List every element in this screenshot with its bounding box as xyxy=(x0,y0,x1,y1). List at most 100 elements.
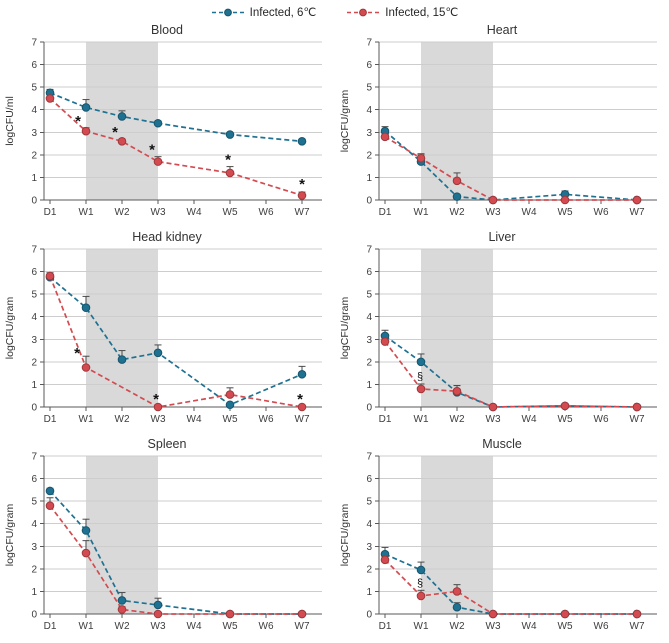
y-tick-label: 3 xyxy=(31,128,37,139)
y-tick-label: 5 xyxy=(31,83,37,94)
y-tick-label: 2 xyxy=(366,564,372,575)
y-tick-label: 7 xyxy=(366,452,372,463)
x-tick-label: W1 xyxy=(414,207,429,218)
y-tick-label: 1 xyxy=(31,173,37,184)
x-tick-label: W5 xyxy=(558,621,573,632)
x-tick-label: W4 xyxy=(187,414,202,425)
y-tick-label: 4 xyxy=(366,105,372,116)
series-infected-15- xyxy=(380,132,642,205)
x-tick-label: W2 xyxy=(450,207,465,218)
y-tick-label: 4 xyxy=(31,312,37,323)
chart-panel-head-kidney: 0 1 2 3 4 5 6 7 D1 W1 W2 W3 W4 W5 W6 W7 Head kidney logCF… xyxy=(4,230,322,425)
y-tick-label: 3 xyxy=(366,335,372,346)
y-tick-label: 6 xyxy=(366,474,372,485)
x-tick-label: W4 xyxy=(522,621,537,632)
series-infected-15- xyxy=(380,337,642,412)
x-tick-label: W1 xyxy=(414,414,429,425)
chart-panels-grid: 0 1 2 3 4 5 6 7 D1 W1 W2 W3 W4 W5 W6 W7 Blood logCFU/ml * *… xyxy=(0,22,669,643)
legend-item-infected-15c: Infected, 15℃ xyxy=(346,5,458,19)
panel-title: Blood xyxy=(151,23,183,37)
y-tick-label: 6 xyxy=(31,474,37,485)
y-tick-label: 4 xyxy=(366,312,372,323)
significance-marker: * xyxy=(299,176,305,193)
series-infected-6- xyxy=(45,272,307,410)
x-tick-label: W4 xyxy=(187,621,202,632)
y-tick-label: 5 xyxy=(31,497,37,508)
y-tick-label: 7 xyxy=(366,245,372,256)
x-tick-label: W5 xyxy=(223,414,238,425)
shaded-band xyxy=(421,249,493,407)
y-axis-label: logCFU/gram xyxy=(4,504,16,567)
x-tick-label: D1 xyxy=(379,621,392,632)
x-tick-label: W7 xyxy=(630,207,645,218)
shaded-band xyxy=(86,42,158,200)
legend: Infected, 6℃ Infected, 15℃ xyxy=(0,0,669,22)
chart-panel-liver: 0 1 2 3 4 5 6 7 D1 W1 W2 W3 W4 W5 W6 W7 Liver logCFU/gram… xyxy=(339,230,657,425)
x-tick-label: W1 xyxy=(79,414,94,425)
dashed-line-marker-icon xyxy=(347,8,380,16)
significance-marker: § xyxy=(417,371,423,383)
legend-item-infected-6c: Infected, 6℃ xyxy=(211,5,317,19)
y-tick-label: 6 xyxy=(31,267,37,278)
shaded-band xyxy=(86,249,158,407)
panel-title: Liver xyxy=(488,230,515,244)
x-tick-label: D1 xyxy=(44,621,57,632)
y-tick-label: 1 xyxy=(31,587,37,598)
x-tick-label: W3 xyxy=(151,414,166,425)
y-tick-label: 1 xyxy=(366,173,372,184)
x-tick-label: W7 xyxy=(295,207,310,218)
series-infected-15- xyxy=(45,497,307,619)
x-tick-label: W7 xyxy=(295,414,310,425)
y-tick-label: 0 xyxy=(31,403,37,414)
x-tick-label: W3 xyxy=(486,414,501,425)
x-tick-label: W3 xyxy=(486,621,501,632)
y-tick-label: 4 xyxy=(366,519,372,530)
series-infected-15- xyxy=(380,555,642,619)
y-tick-label: 1 xyxy=(366,380,372,391)
x-tick-label: W3 xyxy=(151,621,166,632)
y-tick-label: 2 xyxy=(31,150,37,161)
y-tick-label: 0 xyxy=(366,196,372,207)
chart-panel-spleen: 0 1 2 3 4 5 6 7 D1 W1 W2 W3 W4 W5 W6 W7 Spleen logCFU/gra… xyxy=(4,437,322,632)
chart-panel-blood: 0 1 2 3 4 5 6 7 D1 W1 W2 W3 W4 W5 W6 W7 Blood logCFU/ml * *… xyxy=(4,23,322,218)
shaded-band xyxy=(86,456,158,614)
y-axis-label: logCFU/gram xyxy=(339,90,351,153)
legend-label-infected-6c: Infected, 6℃ xyxy=(249,7,317,19)
x-tick-label: W1 xyxy=(79,621,94,632)
x-tick-label: D1 xyxy=(44,207,57,218)
legend-label-infected-15c: Infected, 15℃ xyxy=(385,7,459,19)
x-tick-label: W1 xyxy=(79,207,94,218)
significance-marker: * xyxy=(112,124,118,141)
y-tick-label: 3 xyxy=(31,542,37,553)
y-tick-label: 5 xyxy=(366,497,372,508)
x-tick-label: D1 xyxy=(379,414,392,425)
y-tick-label: 3 xyxy=(366,542,372,553)
significance-marker: * xyxy=(74,345,80,362)
x-tick-label: W7 xyxy=(630,621,645,632)
y-tick-label: 2 xyxy=(366,150,372,161)
panel-title: Muscle xyxy=(482,437,522,451)
x-tick-label: W2 xyxy=(450,621,465,632)
y-tick-label: 1 xyxy=(366,587,372,598)
x-tick-label: W2 xyxy=(115,207,130,218)
x-tick-label: W2 xyxy=(115,414,130,425)
y-tick-label: 7 xyxy=(31,452,37,463)
y-axis-label: logCFU/gram xyxy=(4,297,16,360)
y-tick-label: 0 xyxy=(366,403,372,414)
y-tick-label: 7 xyxy=(366,38,372,49)
series-infected-15- xyxy=(45,271,307,412)
series-infected-6- xyxy=(380,126,642,205)
x-tick-label: D1 xyxy=(379,207,392,218)
y-tick-label: 6 xyxy=(31,60,37,71)
y-tick-label: 0 xyxy=(31,610,37,621)
panel-title: Heart xyxy=(487,23,518,37)
series-infected-6- xyxy=(45,88,307,146)
series-infected-15- xyxy=(45,94,307,200)
x-tick-label: W5 xyxy=(223,207,238,218)
y-axis-label: logCFU/gram xyxy=(339,504,351,567)
x-tick-label: W5 xyxy=(558,414,573,425)
x-tick-label: W6 xyxy=(259,414,274,425)
significance-marker: * xyxy=(225,152,231,169)
x-tick-label: D1 xyxy=(44,414,57,425)
